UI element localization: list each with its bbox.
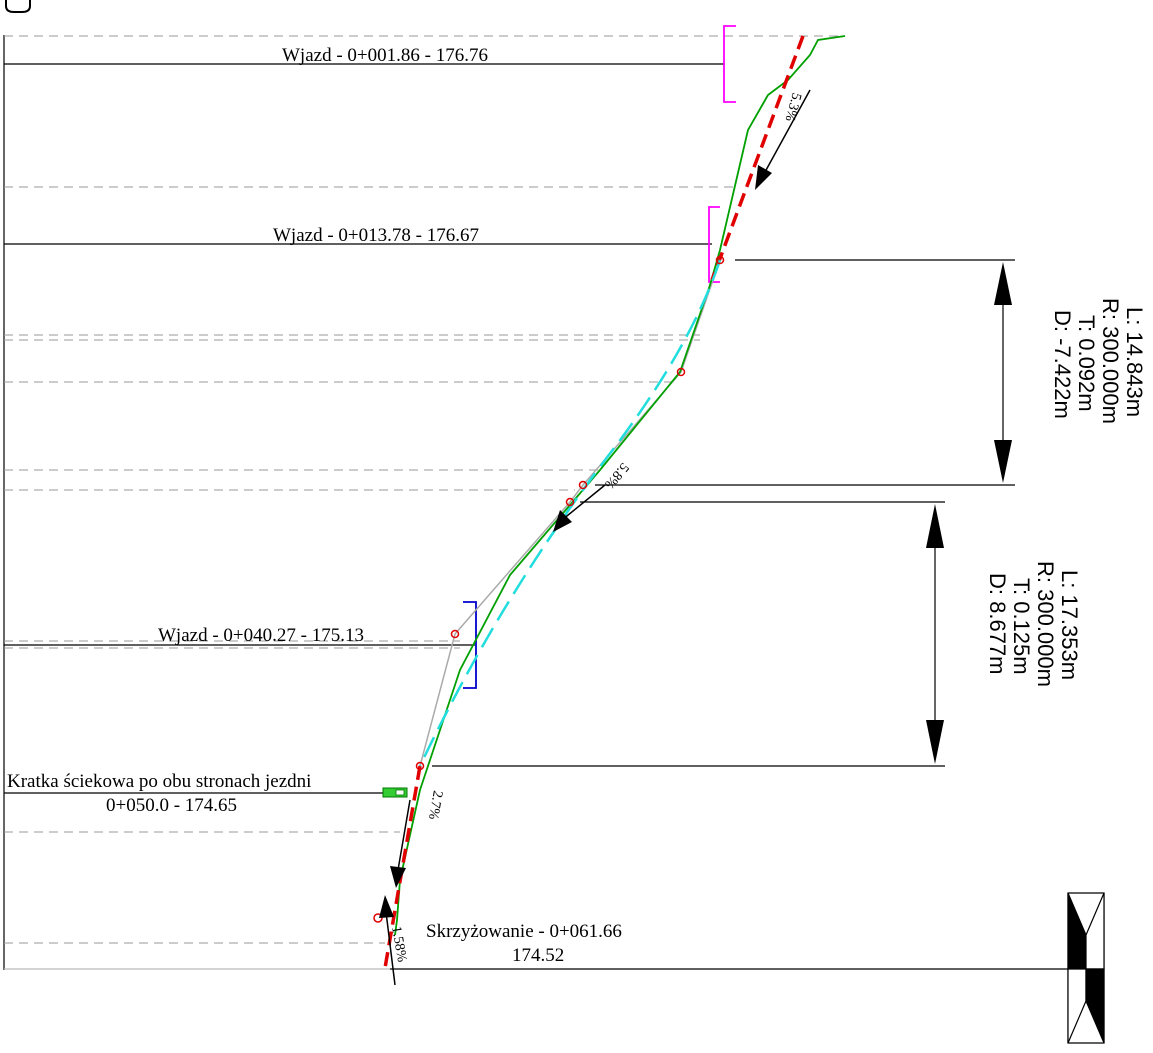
slope-label-4: 1.58% [388, 925, 409, 964]
curve-2-dimension [432, 501, 945, 767]
entry-marker-2 [463, 601, 477, 689]
svg-text:T: 0.092m: T: 0.092m [1074, 315, 1099, 412]
grid-lines [4, 35, 840, 944]
drain-label-line2: 0+050.0 - 174.65 [106, 795, 237, 816]
corner-glyph [5, 0, 31, 13]
station-lines [4, 63, 1068, 970]
station-label-3: Wjazd - 0+040.27 - 175.13 [158, 625, 364, 646]
vertical-curve [418, 259, 722, 767]
curve-1-params: L: 14.843m R: 300.000m T: 0.092m D: -7.4… [1050, 298, 1147, 424]
svg-text:L: 17.353m: L: 17.353m [1057, 570, 1082, 680]
svg-text:D: -7.422m: D: -7.422m [1050, 310, 1075, 419]
terrain-line [394, 35, 846, 936]
drain-marker [382, 787, 408, 798]
svg-text:T: 0.125m: T: 0.125m [1009, 578, 1034, 675]
entry-marker-1 [708, 25, 736, 283]
slope-label-3: 2.7% [425, 789, 445, 821]
svg-text:D: 8.677m: D: 8.677m [985, 573, 1010, 675]
svg-text:L: 14.843m: L: 14.843m [1122, 307, 1147, 417]
slope-arrow-1 [755, 89, 811, 190]
slope-label-1: 5.3% [782, 91, 804, 123]
design-grade [383, 35, 805, 969]
existing-grade-line [419, 259, 721, 767]
svg-text:R: 300.000m: R: 300.000m [1098, 298, 1123, 424]
slope-arrow-2 [553, 484, 606, 532]
curve-1-arrow-top [994, 262, 1012, 305]
curve-2-arrow-bottom [926, 720, 944, 764]
intersection-label-line2: 174.52 [512, 945, 564, 966]
slope-arrow-4 [379, 895, 396, 986]
intersection-label-line1: Skrzyżowanie - 0+061.66 [426, 921, 622, 942]
pvi-markers [373, 255, 725, 923]
station-label-2: Wjazd - 0+013.78 - 176.67 [273, 225, 479, 246]
curve-1-arrow-bottom [994, 440, 1012, 483]
drain-label-line1: Kratka ściekowa po obu stronach jezdni [7, 771, 311, 792]
curve-1-dimension [595, 259, 1015, 486]
end-symbol [1067, 892, 1105, 1044]
curve-2-params: L: 17.353m R: 300.000m T: 0.125m D: 8.67… [985, 561, 1082, 687]
curve-2-arrow-top [926, 504, 944, 548]
svg-text:R: 300.000m: R: 300.000m [1033, 561, 1058, 687]
station-label-1: Wjazd - 0+001.86 - 176.76 [282, 45, 488, 66]
slope-arrow-3 [390, 799, 411, 888]
